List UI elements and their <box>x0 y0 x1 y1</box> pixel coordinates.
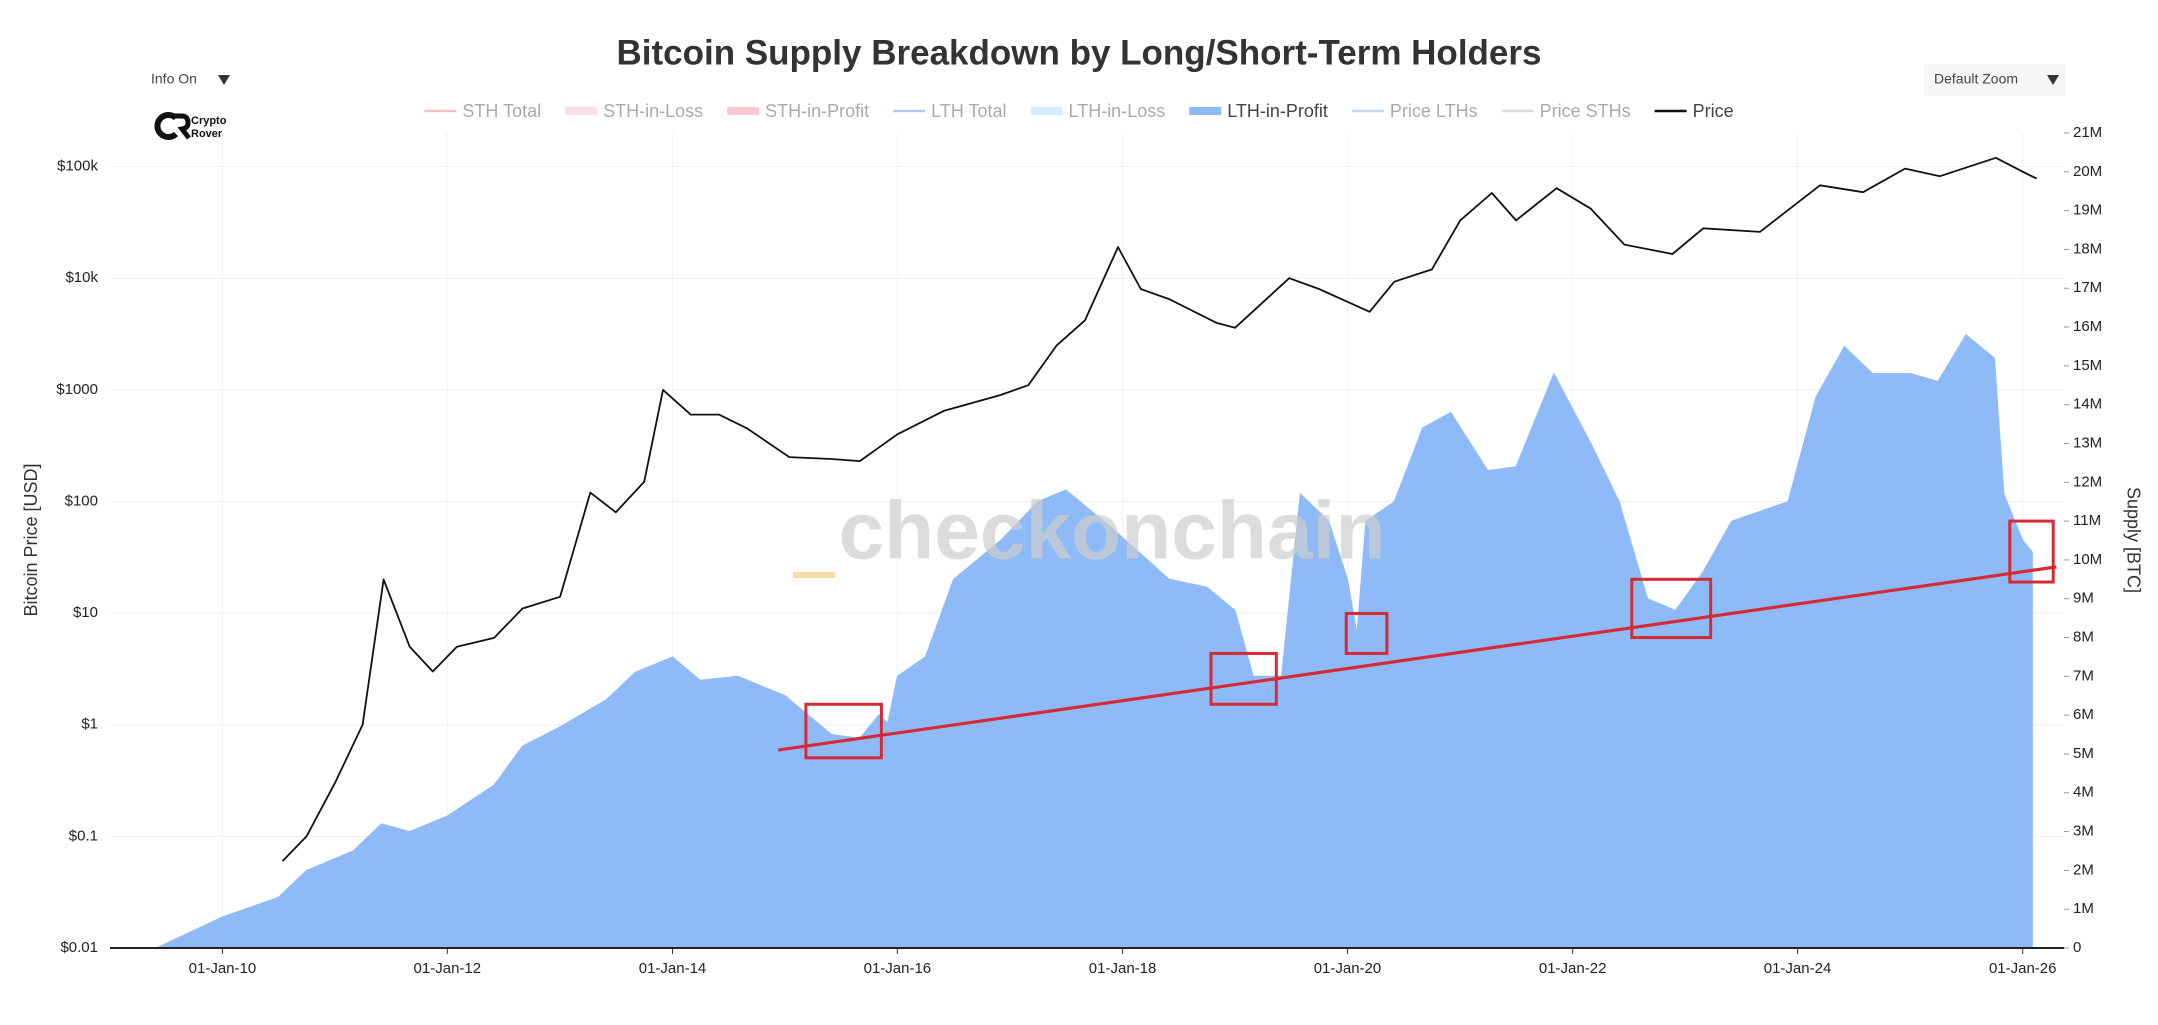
y2-tick-label: 20M <box>2073 163 2102 180</box>
legend-item: LTH-in-Loss <box>1030 101 1166 121</box>
y-tick-label: $10k <box>65 269 98 286</box>
axes: $0.01 $0.1 $1 $10 $100 $1000 $10k $100k 0 1M 2M 3M 4… <box>56 124 2102 977</box>
dropdown-arrow[interactable] <box>2047 75 2059 85</box>
y-tick-label: $100 <box>65 492 98 509</box>
info-toggle[interactable]: Info On <box>151 71 197 87</box>
legend-label: STH-in-Profit <box>765 101 869 121</box>
legend-item: LTH Total <box>893 101 1007 121</box>
y-axis-label: Bitcoin Price [USD] <box>21 463 41 616</box>
y2-tick-label: 6M <box>2073 706 2094 723</box>
highlight-box <box>2008 519 2055 584</box>
line <box>281 156 2038 862</box>
x-tick-label: 01-Jan-26 <box>1989 960 2057 977</box>
x-tick-label: 01-Jan-12 <box>414 960 482 977</box>
logo: Crypto Rover <box>154 112 227 140</box>
legend-label: Price <box>1693 101 1734 121</box>
logo-icon <box>154 112 179 140</box>
legend-item: STH-in-Profit <box>727 101 869 121</box>
y2-tick-label: 8M <box>2073 628 2094 645</box>
y2-tick-label: 16M <box>2073 318 2102 335</box>
legend-item: Price <box>1654 101 1734 121</box>
y2-tick-label: 14M <box>2073 396 2102 413</box>
y2-tick-label: 18M <box>2073 240 2102 257</box>
watermark-logo <box>793 572 835 578</box>
logo-text: Rover <box>191 128 223 140</box>
legend-item: STH-in-Loss <box>565 101 703 121</box>
y-tick-label: $0.01 <box>60 939 98 956</box>
y2-tick-label: 15M <box>2073 357 2102 374</box>
y2-tick-label: 4M <box>2073 784 2094 801</box>
y2-tick-label: 12M <box>2073 473 2102 490</box>
legend-label: STH Total <box>462 101 541 121</box>
plot: checkonchain <box>156 156 2057 949</box>
legend-label: LTH Total <box>931 101 1006 121</box>
y2-tick-label: 7M <box>2073 667 2094 684</box>
y2-tick-label: 19M <box>2073 202 2102 219</box>
dropdown-arrow[interactable] <box>218 75 230 85</box>
logo-icon <box>172 113 191 140</box>
y2-tick-label: 1M <box>2073 900 2094 917</box>
zoom-label[interactable]: Default Zoom <box>1934 71 2018 87</box>
highlight-box <box>1630 577 1713 640</box>
y-tick-label: $1000 <box>56 381 98 398</box>
legend-label: LTH-in-Loss <box>1069 101 1166 121</box>
y2-tick-label: 3M <box>2073 823 2094 840</box>
highlight-box <box>804 702 883 760</box>
y2-axis-label: Supply [BTC] <box>2123 487 2143 593</box>
legend-label: LTH-in-Profit <box>1227 101 1328 121</box>
y2-tick-label: 17M <box>2073 279 2102 296</box>
legend-item: Price LTHs <box>1351 101 1478 121</box>
y-tick-label: $100k <box>57 158 98 175</box>
legend: STH Total STH-in-Loss STH-in-Profit LTH Tot… <box>424 101 1734 121</box>
legend-label: STH-in-Loss <box>603 101 703 121</box>
logo-text: Crypto <box>191 115 227 127</box>
trend-line <box>777 565 2057 752</box>
watermark: checkonchain <box>839 486 1386 577</box>
y2-tick-label: 21M <box>2073 124 2102 141</box>
legend-label: Price STHs <box>1540 101 1631 121</box>
y2-tick-label: 2M <box>2073 861 2094 878</box>
x-tick-label: 01-Jan-18 <box>1089 960 1157 977</box>
highlight-box <box>1344 611 1389 655</box>
x-tick-label: 01-Jan-24 <box>1764 960 1832 977</box>
y-tick-label: $10 <box>73 604 98 621</box>
zoom-dropdown[interactable] <box>1924 64 2066 96</box>
y2-tick-label: 0 <box>2073 939 2081 956</box>
area <box>156 334 2033 949</box>
y2-tick-label: 11M <box>2073 512 2101 529</box>
y-tick-label: $0.1 <box>69 827 98 844</box>
y2-tick-label: 13M <box>2073 434 2102 451</box>
x-tick-label: 01-Jan-20 <box>1314 960 1382 977</box>
y-tick-label: $1 <box>81 716 98 733</box>
y2-tick-label: 9M <box>2073 590 2094 607</box>
legend-item: LTH-in-Profit <box>1189 101 1328 121</box>
legend-item: STH Total <box>424 101 541 121</box>
y2-tick-label: 10M <box>2073 551 2102 568</box>
x-tick-label: 01-Jan-22 <box>1539 960 1607 977</box>
legend-item: Price STHs <box>1501 101 1631 121</box>
x-tick-label: 01-Jan-14 <box>639 960 707 977</box>
x-tick-label: 01-Jan-10 <box>189 960 257 977</box>
x-tick-label: 01-Jan-16 <box>864 960 932 977</box>
chart-title: Bitcoin Supply Breakdown by Long/Short-T… <box>617 33 1542 72</box>
y2-tick-label: 5M <box>2073 745 2094 762</box>
legend-label: Price LTHs <box>1390 101 1478 121</box>
